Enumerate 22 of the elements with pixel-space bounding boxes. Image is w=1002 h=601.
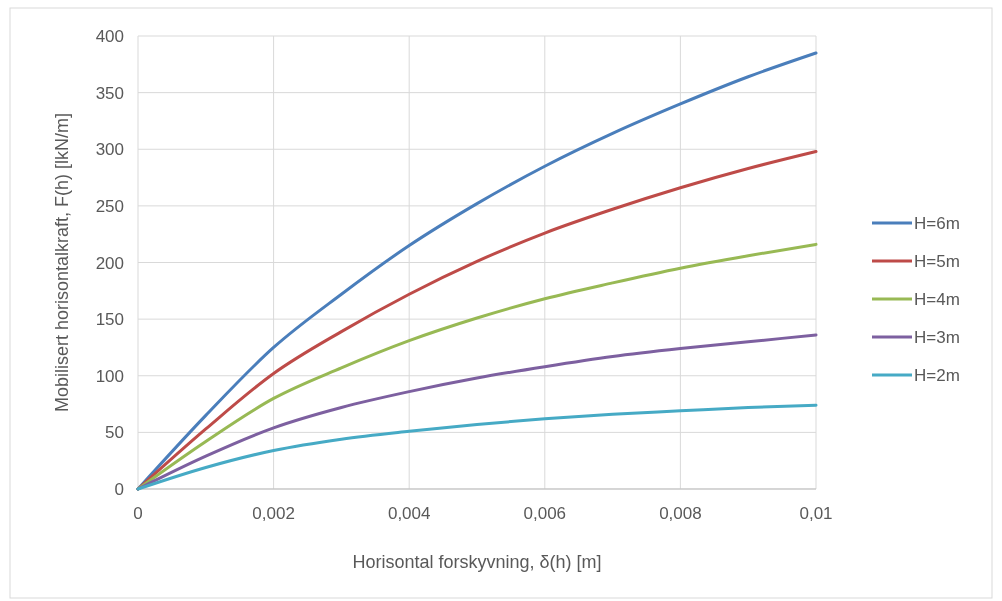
x-tick-label: 0,004 [387,504,431,523]
x-tick-label: 0,006 [523,504,567,523]
legend-label: H=5m [914,252,960,271]
x-tick-label: 0,002 [252,504,295,523]
x-tick-label: 0,008 [659,504,702,523]
x-tick-label: 0 [133,504,143,523]
legend-label: H=4m [914,290,960,309]
y-tick-label: 100 [95,366,124,386]
x-tick-label: 0,01 [799,504,833,523]
y-axis-title: Mobilisert horisontalkraft, F(h) [lkN/m] [52,112,72,413]
y-tick-label: 300 [95,140,124,160]
legend-label: H=6m [914,214,960,233]
y-tick-label: 250 [95,196,124,216]
y-tick-label: 400 [95,27,124,46]
y-tick-label: 150 [95,310,124,330]
legend-label: H=3m [914,328,960,347]
x-axis-title: Horisontal forskyvning, δ(h) [m] [352,552,602,572]
y-tick-label: 200 [95,253,124,273]
legend-label: H=2m [914,366,960,385]
y-tick-label: 0 [114,480,124,499]
y-tick-label: 350 [95,83,124,103]
y-tick-label: 50 [105,423,124,443]
